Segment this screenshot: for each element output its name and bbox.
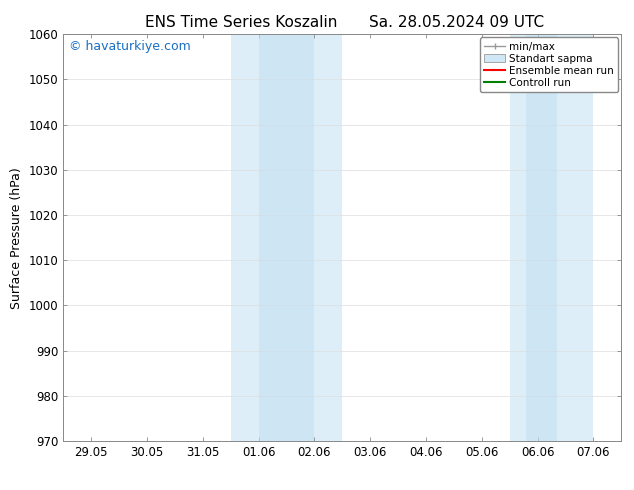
Legend: min/max, Standart sapma, Ensemble mean run, Controll run: min/max, Standart sapma, Ensemble mean r… (480, 37, 618, 92)
Y-axis label: Surface Pressure (hPa): Surface Pressure (hPa) (10, 167, 23, 309)
Text: Sa. 28.05.2024 09 UTC: Sa. 28.05.2024 09 UTC (369, 15, 544, 30)
Bar (510, 34, 593, 441)
Text: ENS Time Series Koszalin: ENS Time Series Koszalin (145, 15, 337, 30)
Bar (231, 34, 342, 441)
Bar (259, 34, 314, 441)
Bar (526, 34, 557, 441)
Text: © havaturkiye.com: © havaturkiye.com (69, 40, 191, 53)
